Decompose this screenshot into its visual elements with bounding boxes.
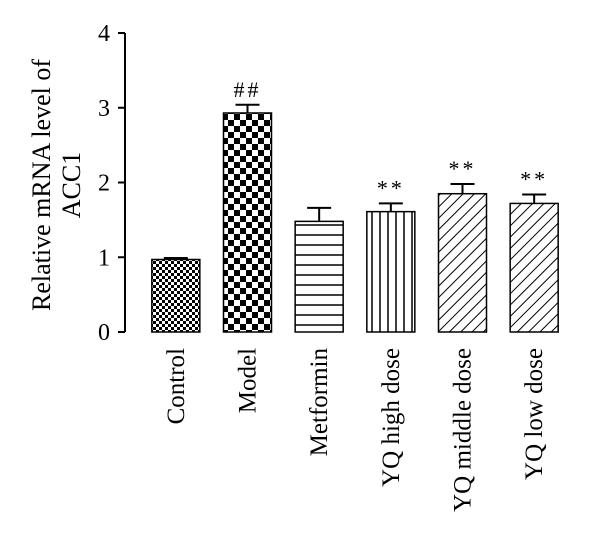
bar-model: [222, 112, 273, 333]
significance-annotation: ##: [234, 77, 262, 102]
x-category-label: Control: [163, 348, 190, 424]
x-axis-labels: Control Model Metformin YQ high dose YQ midd…: [163, 348, 548, 512]
x-category-label: YQ middle dose: [450, 348, 477, 512]
y-tick-label: 2: [98, 171, 110, 197]
y-axis-label-line1: Relative mRNA level of: [27, 59, 56, 311]
bars: ## ** ** **: [151, 77, 559, 333]
bar-yq-high-dose: [366, 210, 416, 333]
significance-annotation: **: [377, 175, 405, 200]
bar-yq-low-dose: [509, 202, 559, 333]
x-category-label: Model: [235, 348, 262, 413]
x-category-label: YQ high dose: [378, 348, 405, 487]
y-tick-label: 0: [98, 320, 110, 346]
bar-yq-middle-dose: [437, 192, 488, 333]
x-category-label: Metformin: [306, 348, 333, 457]
y-tick-label: 1: [98, 245, 110, 271]
significance-annotation: **: [449, 156, 477, 181]
significance-annotation: **: [520, 166, 548, 191]
y-tick-label: 3: [98, 96, 110, 122]
x-category-label: YQ low dose: [521, 348, 548, 480]
y-axis-label: Relative mRNA level of ACC1: [27, 59, 86, 311]
y-tick-label: 4: [98, 21, 110, 47]
y-axis: 0 1 2 3 4: [98, 21, 126, 346]
bar-metformin: [294, 220, 344, 333]
y-axis-label-line2: ACC1: [57, 152, 86, 218]
bar-control: [151, 258, 201, 333]
